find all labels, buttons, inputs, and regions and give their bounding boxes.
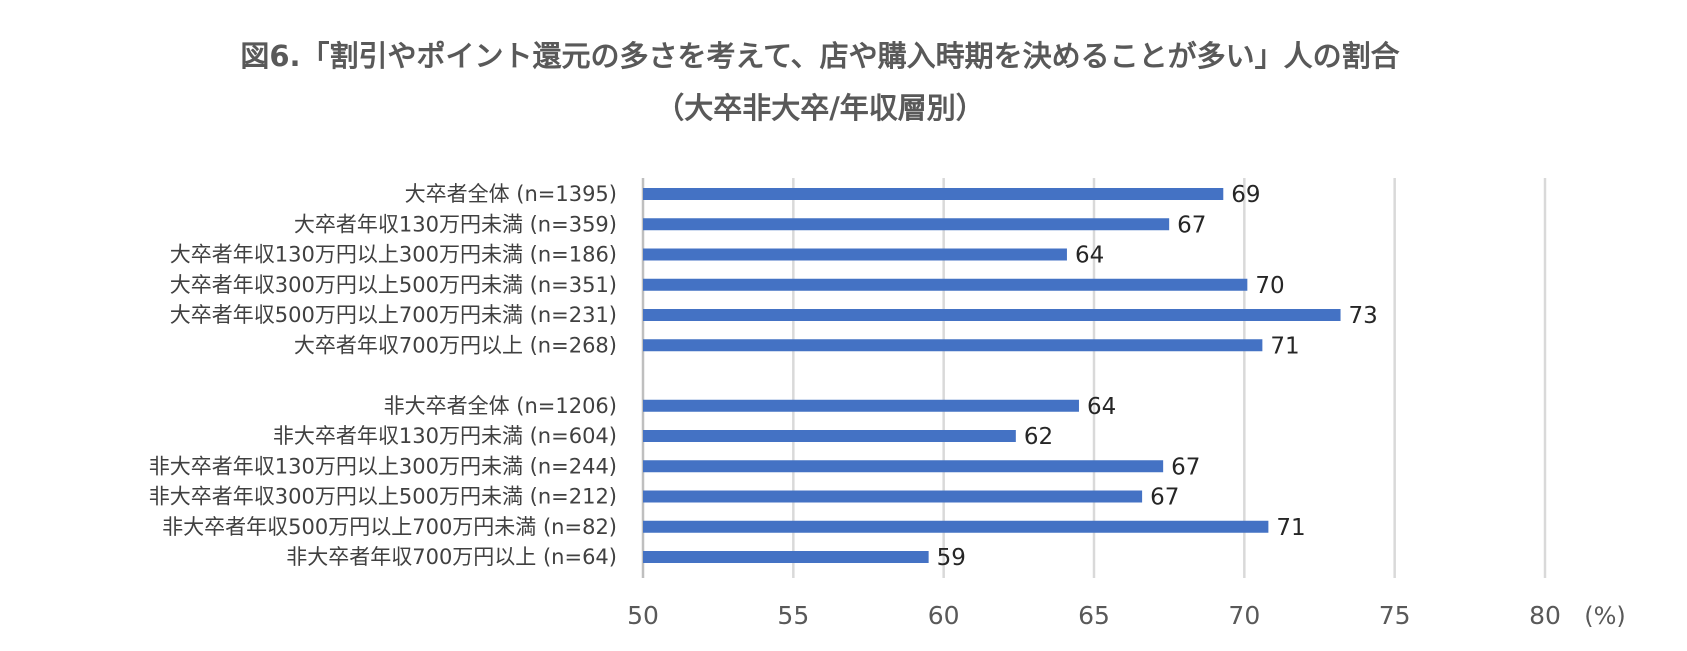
x-tick-label: 80 [1529, 601, 1561, 630]
x-tick-label: 60 [928, 601, 960, 630]
category-label: 非大卒者年収130万円以上300万円未満 (n=244) [149, 454, 617, 478]
x-axis-ticks: 50 55 60 65 70 75 80 [627, 601, 1561, 630]
bar-value-label: 71 [1276, 515, 1305, 541]
x-axis-unit: (%) [1584, 602, 1626, 630]
bar-value-label: 64 [1075, 243, 1104, 269]
bar [643, 399, 1079, 412]
category-label: 大卒者年収300万円以上500万円未満 (n=351) [170, 273, 617, 297]
chart-title: 図6.「割引やポイント還元の多さを考えて、店や購入時期を決めることが多い」人の割… [240, 39, 1399, 73]
category-label: 非大卒者全体 (n=1206) [384, 394, 617, 418]
bar-value-label: 70 [1255, 273, 1284, 299]
category-label: 大卒者全体 (n=1395) [405, 182, 617, 206]
bar-value-label: 62 [1024, 424, 1053, 450]
bar [643, 551, 929, 563]
bar-value-label: 69 [1231, 182, 1260, 208]
bar [643, 188, 1224, 200]
x-tick-label: 50 [627, 601, 659, 630]
category-labels: 大卒者全体 (n=1395) 大卒者年収130万円未満 (n=359) 大卒者年収1… [149, 182, 617, 569]
bar [643, 218, 1170, 231]
category-label: 大卒者年収130万円以上300万円未満 (n=186) [170, 243, 617, 267]
bar [643, 248, 1067, 261]
chart-subtitle: （大卒非大卒/年収層別） [655, 91, 985, 125]
bars [643, 188, 1341, 563]
x-tick-label: 75 [1379, 601, 1411, 630]
bar [643, 520, 1269, 533]
bar [643, 278, 1248, 291]
x-tick-label: 65 [1078, 601, 1110, 630]
bar-value-label: 67 [1171, 454, 1200, 480]
x-tick-label: 55 [777, 601, 809, 630]
x-tick-label: 70 [1228, 601, 1260, 630]
category-label: 非大卒者年収500万円以上700万円未満 (n=82) [162, 515, 617, 539]
category-label: 非大卒者年収700万円以上 (n=64) [286, 545, 617, 569]
bar-value-label: 67 [1150, 485, 1179, 511]
bar [643, 460, 1164, 473]
bar-value-label: 71 [1270, 333, 1299, 359]
gridlines [641, 178, 1547, 578]
bar-value-label: 73 [1349, 303, 1378, 329]
bar [643, 339, 1263, 352]
category-label: 非大卒者年収130万円未満 (n=604) [273, 424, 617, 448]
category-label: 大卒者年収700万円以上 (n=268) [294, 333, 617, 357]
bar [643, 430, 1016, 442]
category-label: 大卒者年収500万円以上700万円未満 (n=231) [170, 303, 617, 327]
category-label: 非大卒者年収300万円以上500万円未満 (n=212) [149, 485, 617, 509]
bar-value-label: 59 [937, 545, 966, 571]
bar-value-label: 64 [1087, 394, 1116, 420]
bar [643, 309, 1341, 321]
data-labels: 69 67 64 70 73 71 64 62 67 67 71 59 [937, 182, 1378, 571]
bar-value-label: 67 [1177, 212, 1206, 238]
category-label: 大卒者年収130万円未満 (n=359) [294, 212, 617, 236]
bar [643, 490, 1143, 503]
